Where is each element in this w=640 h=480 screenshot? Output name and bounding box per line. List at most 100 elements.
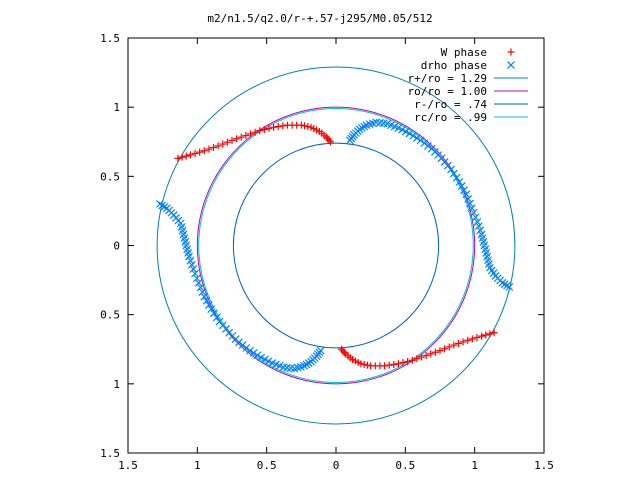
- data-point-1-stroke: [387, 121, 395, 130]
- data-point-1: [471, 213, 480, 222]
- data-point-1-stroke: [383, 119, 392, 128]
- data-point-1-stroke: [467, 204, 476, 213]
- circle-series-2: [156, 66, 516, 425]
- data-point-0: [367, 362, 375, 370]
- data-point-0: [399, 359, 407, 367]
- legend-swatch-stroke: [507, 61, 515, 69]
- data-point-1: [503, 281, 511, 290]
- data-point-1: [412, 134, 421, 142]
- data-point-0: [436, 347, 444, 355]
- data-point-1: [427, 144, 436, 153]
- legend-label: W phase: [441, 46, 487, 59]
- data-point-1: [401, 127, 410, 136]
- data-point-0: [363, 361, 371, 369]
- data-point-1: [462, 190, 471, 199]
- data-point-1-stroke: [176, 219, 185, 228]
- data-point-1-stroke: [455, 177, 464, 186]
- data-point-1-stroke: [185, 252, 193, 261]
- data-point-0: [210, 144, 218, 152]
- data-point-1-stroke: [485, 263, 494, 272]
- data-point-1: [500, 280, 509, 289]
- data-point-1: [235, 338, 243, 347]
- data-point-1-stroke: [207, 305, 216, 314]
- data-point-1-stroke: [302, 360, 311, 369]
- data-point-1-stroke: [191, 269, 199, 278]
- data-point-1: [424, 141, 432, 150]
- legend-label: r-/ro = .74: [414, 98, 487, 111]
- data-point-0: [338, 345, 346, 353]
- circle-series-4: [232, 142, 440, 349]
- data-point-1: [300, 361, 309, 370]
- data-point-0: [223, 138, 231, 146]
- data-point-0: [242, 132, 250, 140]
- data-point-1: [238, 341, 247, 350]
- data-point-1: [202, 296, 211, 305]
- data-point-1: [505, 283, 514, 291]
- data-point-1-stroke: [192, 274, 201, 283]
- legend-label: rc/ro = .99: [414, 111, 487, 124]
- data-point-1-stroke: [379, 119, 388, 128]
- legend-swatch: [507, 61, 515, 69]
- data-point-1-stroke: [398, 125, 407, 134]
- data-point-1-stroke: [416, 136, 425, 145]
- y-tick-label: 1.5: [100, 32, 120, 45]
- data-point-1-stroke: [189, 265, 198, 273]
- data-point-1-stroke: [476, 226, 485, 235]
- data-point-1-stroke: [249, 349, 258, 357]
- data-point-1: [467, 204, 476, 213]
- data-point-1: [186, 256, 195, 265]
- data-point-0: [182, 152, 190, 160]
- data-point-0: [450, 341, 458, 349]
- data-point-0: [237, 133, 245, 141]
- y-tick-label: 0.5: [100, 309, 120, 322]
- data-point-1-stroke: [316, 346, 325, 355]
- data-point-1-stroke: [304, 359, 313, 368]
- data-point-1: [362, 121, 371, 130]
- data-point-1-stroke: [212, 313, 221, 322]
- y-tick-label: 1: [113, 101, 120, 114]
- data-point-1-stroke: [271, 360, 280, 369]
- data-point-0: [339, 347, 347, 355]
- data-point-1: [253, 351, 262, 360]
- data-point-1-stroke: [466, 199, 474, 208]
- data-point-1-stroke: [177, 223, 186, 231]
- data-point-0: [454, 339, 462, 347]
- data-point-1: [304, 359, 313, 368]
- data-point-1: [466, 199, 474, 208]
- data-point-1-stroke: [238, 341, 247, 350]
- data-point-1: [420, 139, 429, 148]
- data-point-1-stroke: [194, 278, 203, 287]
- data-point-0: [214, 142, 222, 150]
- data-point-0: [486, 330, 494, 338]
- data-point-1-stroke: [357, 123, 366, 132]
- data-point-1-stroke: [452, 173, 461, 182]
- data-point-1: [460, 186, 468, 195]
- x-tick-label: 1.5: [118, 459, 138, 472]
- circle-series-5: [198, 108, 474, 383]
- data-point-0: [445, 343, 453, 351]
- data-point-1: [302, 360, 311, 369]
- data-point-1: [155, 200, 164, 208]
- data-point-1-stroke: [457, 182, 466, 190]
- data-point-1-stroke: [187, 260, 196, 269]
- data-point-1-stroke: [160, 202, 169, 211]
- x-tick-label: 1: [471, 459, 478, 472]
- axis-ticks: 1.5 1 0.5 0 0.5 1 1.51.510.500.511.5: [100, 32, 554, 472]
- data-point-1-stroke: [503, 281, 511, 290]
- data-point-1-stroke: [283, 363, 291, 372]
- data-point-0: [279, 122, 287, 130]
- data-point-1: [473, 218, 482, 226]
- data-point-1-stroke: [482, 248, 491, 257]
- y-tick-label: 0: [113, 240, 120, 253]
- data-point-0: [325, 136, 333, 144]
- y-tick-label: 1: [113, 378, 120, 391]
- data-point-1-stroke: [253, 351, 262, 360]
- data-point-0: [200, 147, 208, 155]
- legend-label: r+/ro = 1.29: [408, 72, 487, 85]
- data-point-1: [264, 357, 273, 366]
- data-point-0: [468, 335, 476, 343]
- data-point-1-stroke: [500, 280, 509, 289]
- data-point-1: [457, 182, 466, 190]
